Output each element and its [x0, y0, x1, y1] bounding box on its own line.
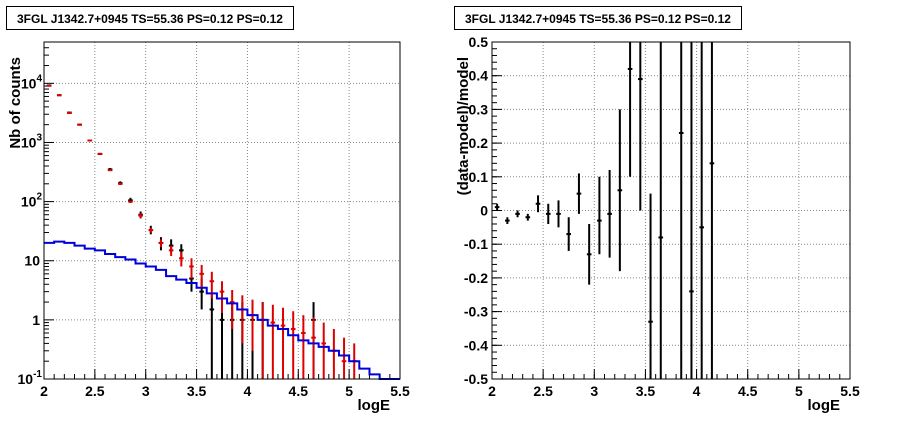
y-tick-label: -0.5 — [464, 371, 488, 387]
x-axis-title: logE — [808, 397, 841, 414]
x-tick-label: 4 — [693, 383, 701, 399]
y-tick-label: 0 — [480, 203, 488, 219]
x-axis-title: logE — [358, 397, 391, 414]
x-tick-label: 2.5 — [533, 383, 553, 399]
y-tick-label: 104 — [21, 73, 43, 91]
x-tick-label: 4 — [244, 383, 252, 399]
y-axis-title: Nb of counts — [7, 57, 24, 149]
y-tick-label: 10 — [24, 253, 40, 269]
y-tick-label: 10-1 — [18, 369, 43, 387]
x-tick-label: 3.5 — [187, 383, 207, 399]
y-tick-label: 103 — [21, 132, 43, 150]
x-tick-label: 2 — [488, 383, 496, 399]
y-tick-label: -0.1 — [464, 236, 488, 252]
x-tick-label: 3.5 — [636, 383, 656, 399]
chart-title-left: 3FGL J1342.7+0945 TS=55.36 PS=0.12 PS=0.… — [6, 6, 294, 30]
x-tick-label: 4.5 — [738, 383, 758, 399]
y-tick-label: 102 — [21, 192, 43, 210]
y-tick-label: 0.5 — [469, 34, 489, 50]
y-tick-label: 0.1 — [469, 169, 489, 185]
chart-title-right: 3FGL J1342.7+0945 TS=55.36 PS=0.12 PS=0.… — [454, 6, 742, 30]
y-tick-label: -0.4 — [464, 337, 488, 353]
model-step-line — [44, 240, 400, 380]
y-tick-label: 0.4 — [469, 68, 489, 84]
y-tick-label: 0.3 — [469, 101, 489, 117]
x-tick-label: 2.5 — [85, 383, 105, 399]
counts-spectrum-panel: 2 2.5 3 3.5 4 4.5 5 5.5 10-1 1 10 102 103 104 logE Nb o… — [7, 41, 410, 414]
y-axis-title: (data-model)/model — [455, 57, 472, 195]
x-tick-label: 5 — [345, 383, 353, 399]
y-tick-label: -0.3 — [464, 304, 488, 320]
residuals-panel: 2 2.5 3 3.5 4 4.5 5 5.5 -0.5 -0.4 -0.3 -0.2 -0.1 0 0.1… — [455, 34, 860, 414]
x-tick-label: 4.5 — [289, 383, 309, 399]
x-tick-label: 2 — [40, 383, 48, 399]
y-tick-label: 1 — [32, 312, 40, 328]
x-tick-label: 5.5 — [390, 383, 410, 399]
x-tick-label: 3 — [590, 383, 598, 399]
plot-frame — [43, 41, 401, 380]
y-tick-label: -0.2 — [464, 270, 488, 286]
plot-frame — [491, 41, 851, 380]
y-tick-label: 0.2 — [469, 135, 489, 151]
x-tick-label: 5 — [795, 383, 803, 399]
x-tick-label: 5.5 — [840, 383, 860, 399]
x-tick-label: 3 — [142, 383, 150, 399]
